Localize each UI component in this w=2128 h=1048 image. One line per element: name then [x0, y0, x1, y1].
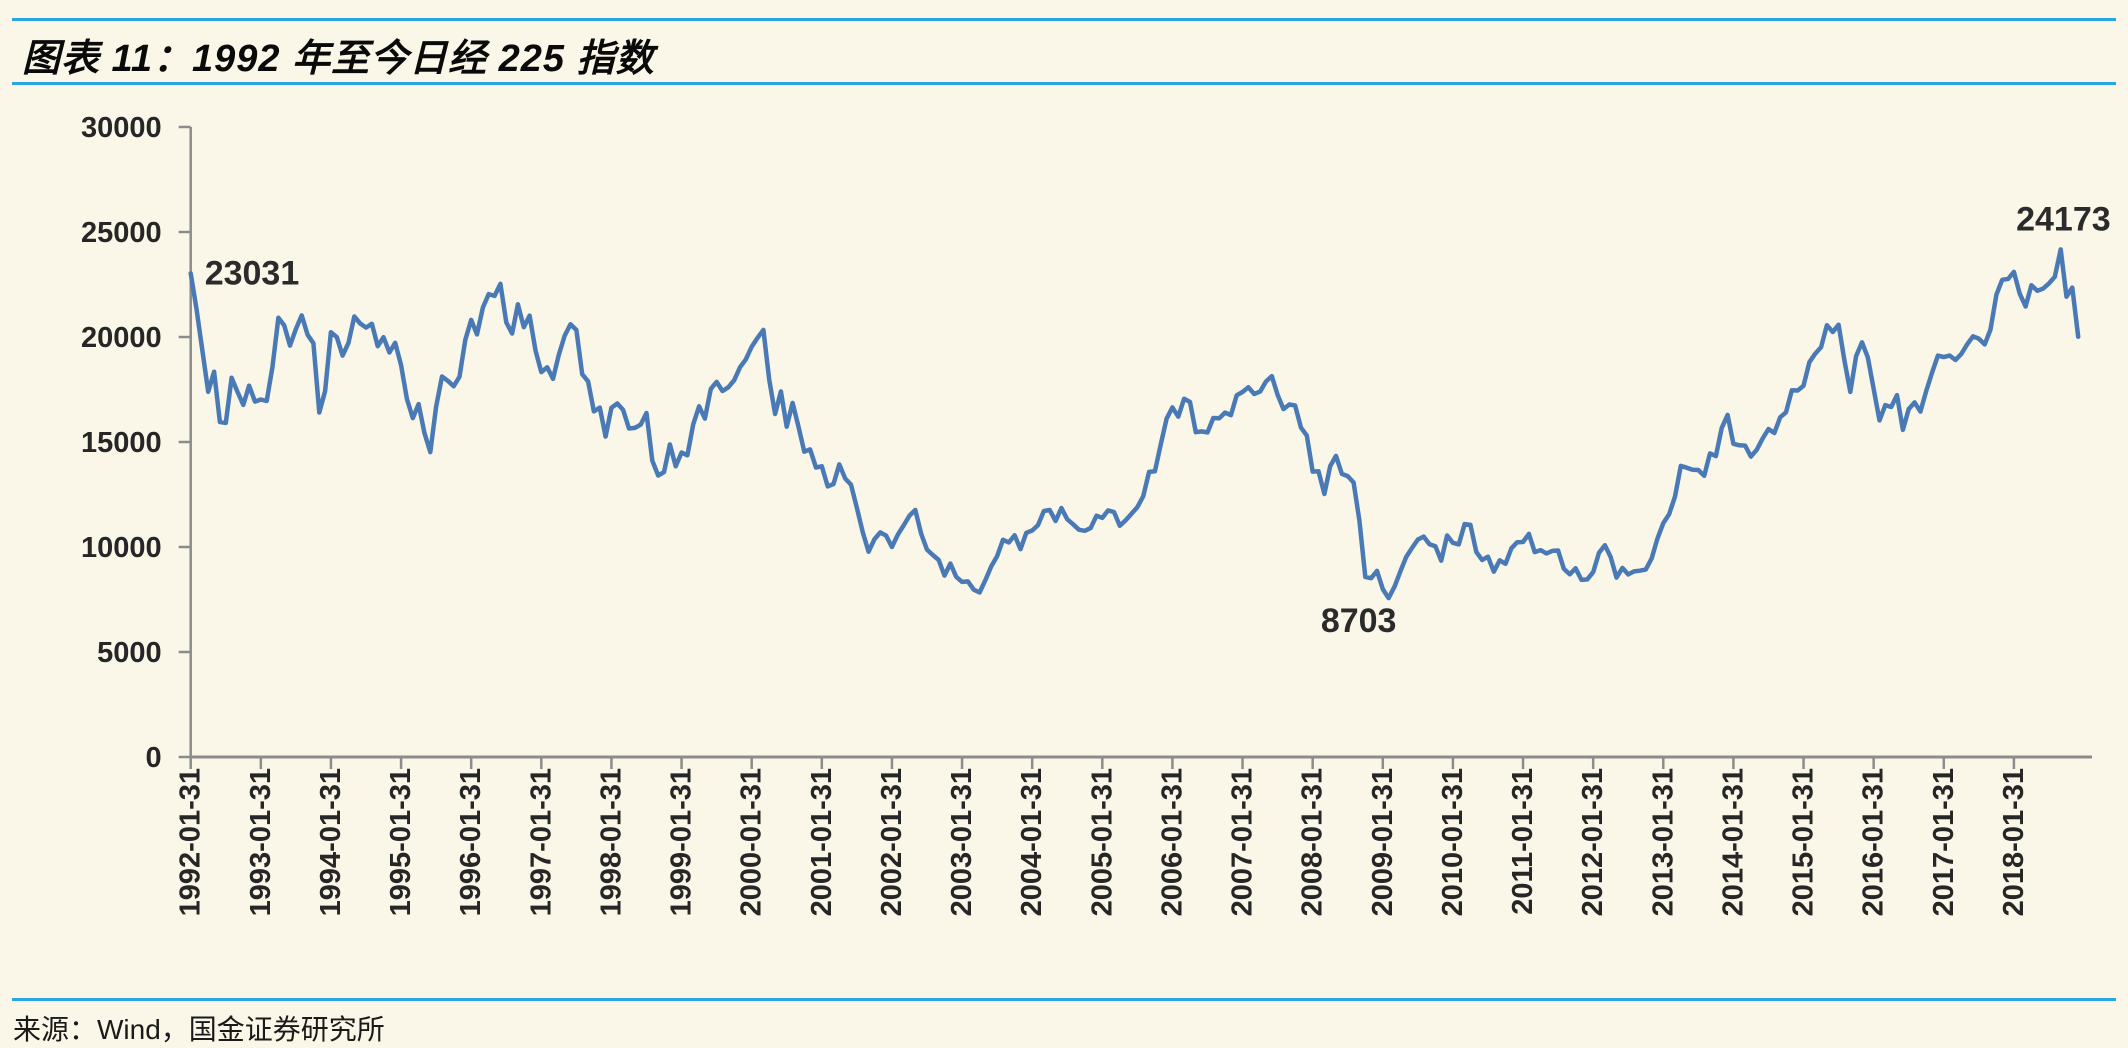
x-tick-label: 2001-01-31	[806, 768, 838, 916]
x-tick-label: 2008-01-31	[1297, 768, 1329, 916]
x-tick-label: 2013-01-31	[1647, 768, 1679, 916]
x-tick-label: 2000-01-31	[736, 768, 768, 916]
title-underline-rule	[12, 82, 2116, 85]
y-tick-label: 15000	[81, 427, 162, 459]
y-tick-label: 5000	[97, 637, 162, 669]
x-tick-label: 1998-01-31	[595, 768, 627, 916]
x-tick-label: 1999-01-31	[666, 768, 698, 916]
x-tick-label: 2004-01-31	[1016, 768, 1048, 916]
x-tick-label: 1993-01-31	[245, 768, 277, 916]
x-tick-label: 2017-01-31	[1928, 768, 1960, 916]
x-tick-label: 2003-01-31	[946, 768, 978, 916]
x-tick-label: 1994-01-31	[315, 768, 347, 916]
x-tick-label: 2006-01-31	[1156, 768, 1188, 916]
x-tick-label: 2015-01-31	[1788, 768, 1820, 916]
y-tick-label: 20000	[81, 322, 162, 354]
value-annotation: 24173	[2016, 200, 2111, 238]
x-tick-label: 2007-01-31	[1227, 768, 1259, 916]
top-accent-rule	[12, 18, 2116, 21]
x-tick-label: 2014-01-31	[1717, 768, 1749, 916]
source-note: 来源：Wind，国金证券研究所	[13, 1014, 385, 1045]
y-tick-label: 10000	[81, 532, 162, 564]
figure-title: 图表 11：1992 年至今日经 225 指数	[22, 38, 655, 80]
y-tick-label: 25000	[81, 217, 162, 249]
x-tick-label: 2005-01-31	[1086, 768, 1118, 916]
x-tick-label: 2009-01-31	[1367, 768, 1399, 916]
x-tick-label: 2012-01-31	[1577, 768, 1609, 916]
x-tick-label: 2016-01-31	[1858, 768, 1890, 916]
x-tick-label: 2011-01-31	[1507, 768, 1539, 915]
price-line	[188, 247, 2081, 601]
x-tick-label: 2010-01-31	[1437, 768, 1469, 916]
y-tick-label: 30000	[81, 112, 162, 144]
x-tick-label: 1992-01-31	[175, 768, 207, 916]
y-tick-label: 0	[146, 742, 162, 774]
x-tick-label: 1996-01-31	[455, 768, 487, 916]
footer-accent-rule	[12, 998, 2116, 1001]
x-tick-label: 1997-01-31	[525, 768, 557, 916]
x-tick-label: 1995-01-31	[385, 768, 417, 916]
value-annotation: 23031	[205, 254, 300, 292]
value-annotation: 8703	[1321, 602, 1397, 640]
x-tick-label: 2002-01-31	[876, 768, 908, 916]
x-tick-label: 2018-01-31	[1998, 768, 2030, 916]
